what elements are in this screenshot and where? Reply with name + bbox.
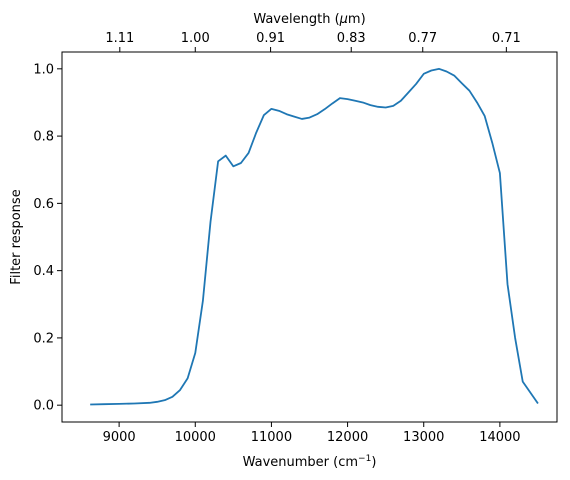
y-tick-label: 0.4 [33, 264, 54, 279]
top-x-tick-label: 0.91 [256, 31, 285, 46]
y-axis-label: Filter response [9, 189, 24, 284]
top-x-tick-label: 0.77 [408, 31, 437, 46]
x-tick-label: 10000 [175, 430, 216, 445]
y-tick-label: 1.0 [33, 62, 54, 77]
x-axis-label: Wavenumber (cm−1) [243, 454, 377, 470]
top-axis-label: Wavelength (μm) [253, 12, 365, 27]
plot-frame [61, 51, 558, 423]
y-tick-label: 0.0 [33, 399, 54, 414]
x-tick-label: 12000 [327, 430, 368, 445]
top-x-tick-label: 0.83 [337, 31, 366, 46]
y-tick-label: 0.6 [33, 197, 54, 212]
top-x-tick-label: 0.71 [492, 31, 521, 46]
x-tick-label: 14000 [479, 430, 520, 445]
x-tick-label: 9000 [103, 430, 136, 445]
top-x-tick-label: 1.11 [105, 31, 134, 46]
y-tick-label: 0.2 [33, 331, 54, 346]
x-tick-label: 11000 [251, 430, 292, 445]
plot-area [62, 52, 557, 422]
x-tick-label: 13000 [403, 430, 444, 445]
top-x-tick-label: 1.00 [181, 31, 210, 46]
series-line [90, 67, 539, 406]
ticks-layer: 9000 10000 11000 12000 13000 14000 0.0 0.2 0.4 0.… [33, 31, 521, 445]
y-tick-label: 0.8 [33, 130, 54, 145]
